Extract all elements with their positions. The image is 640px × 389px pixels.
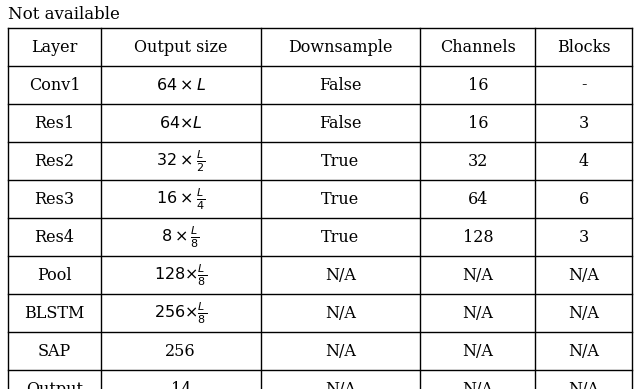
Text: N/A: N/A: [568, 380, 599, 389]
Text: 128: 128: [463, 228, 493, 245]
Text: 64: 64: [468, 191, 488, 207]
Text: N/A: N/A: [325, 380, 356, 389]
Text: $128{\times}\frac{L}{8}$: $128{\times}\frac{L}{8}$: [154, 262, 207, 288]
Text: N/A: N/A: [568, 305, 599, 321]
Text: Not available: Not available: [8, 5, 120, 23]
Text: $64 \times L$: $64 \times L$: [156, 77, 205, 93]
Text: N/A: N/A: [325, 266, 356, 284]
Text: N/A: N/A: [325, 305, 356, 321]
Text: $8 \times \frac{L}{8}$: $8 \times \frac{L}{8}$: [161, 224, 200, 250]
Text: Output size: Output size: [134, 39, 227, 56]
Text: 14: 14: [170, 380, 191, 389]
Text: False: False: [319, 114, 362, 131]
Text: 16: 16: [468, 77, 488, 93]
Text: Pool: Pool: [37, 266, 72, 284]
Text: False: False: [319, 77, 362, 93]
Text: N/A: N/A: [325, 342, 356, 359]
Text: $64{\times} L$: $64{\times} L$: [159, 114, 203, 131]
Text: BLSTM: BLSTM: [24, 305, 84, 321]
Text: Channels: Channels: [440, 39, 516, 56]
Text: Layer: Layer: [31, 39, 77, 56]
Text: N/A: N/A: [463, 266, 493, 284]
Text: Conv1: Conv1: [29, 77, 80, 93]
Text: N/A: N/A: [463, 380, 493, 389]
Text: Res2: Res2: [35, 152, 74, 170]
Text: Downsample: Downsample: [288, 39, 393, 56]
Text: 6: 6: [579, 191, 589, 207]
Text: Res1: Res1: [35, 114, 74, 131]
Text: 4: 4: [579, 152, 589, 170]
Text: True: True: [321, 191, 360, 207]
Text: Res4: Res4: [35, 228, 74, 245]
Text: $256{\times}\frac{L}{8}$: $256{\times}\frac{L}{8}$: [154, 300, 207, 326]
Text: 256: 256: [165, 342, 196, 359]
Text: $16 \times \frac{L}{4}$: $16 \times \frac{L}{4}$: [156, 186, 205, 212]
Text: N/A: N/A: [568, 266, 599, 284]
Text: 32: 32: [468, 152, 488, 170]
Text: SAP: SAP: [38, 342, 71, 359]
Text: Blocks: Blocks: [557, 39, 611, 56]
Text: N/A: N/A: [463, 305, 493, 321]
Text: Res3: Res3: [35, 191, 74, 207]
Text: N/A: N/A: [568, 342, 599, 359]
Text: -: -: [581, 77, 586, 93]
Text: True: True: [321, 228, 360, 245]
Text: N/A: N/A: [463, 342, 493, 359]
Text: True: True: [321, 152, 360, 170]
Text: 16: 16: [468, 114, 488, 131]
Text: 3: 3: [579, 114, 589, 131]
Text: Output: Output: [26, 380, 83, 389]
Text: 3: 3: [579, 228, 589, 245]
Text: $32 \times \frac{L}{2}$: $32 \times \frac{L}{2}$: [156, 148, 205, 174]
